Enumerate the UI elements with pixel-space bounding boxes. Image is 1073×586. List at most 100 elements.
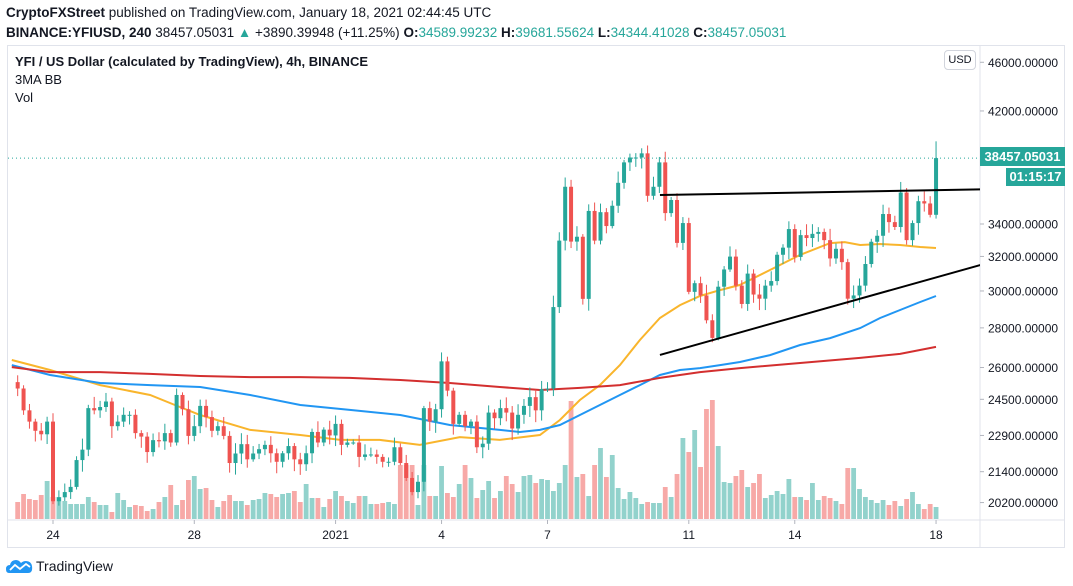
candle-body [710,320,715,338]
volume-bar [662,487,668,519]
volume-bar [698,467,703,519]
volume-bar [539,479,545,519]
volume-bar [898,506,904,519]
volume-bar [80,504,85,519]
volume-bar [480,490,486,519]
candle-body [616,182,621,206]
volume-bar [97,505,103,519]
candle-body [351,442,356,444]
volume-bar [521,476,527,519]
volume-bar [403,465,409,519]
price-axis[interactable]: 46000.00000 42000.00000 34000.00000 32000.0… [980,56,1058,510]
volume-bar [121,500,127,519]
moving-averages [11,241,937,446]
candle-body [698,283,703,296]
candle-body [810,233,815,239]
candle-body [928,203,933,215]
time-tick-label: 2021 [322,528,349,542]
tradingview-cloud-icon [6,560,33,573]
moving-average-line-ma_mid [11,295,937,434]
volume-bar [798,497,804,519]
candle-body [680,223,685,243]
candle-body [663,162,668,214]
legend-indicator-3ma-bb[interactable]: 3MA BB [15,72,62,87]
candle-body [916,201,921,224]
last-price: 38457.05031 [155,25,235,40]
candle-body [186,409,191,436]
candle-body [898,192,903,227]
candle-body [521,405,526,415]
candle-body [498,408,503,419]
volume-bar [309,498,315,519]
legend-title: YFI / US Dollar (calculated by TradingVi… [15,54,368,69]
volume-bar [827,498,833,519]
close-label: C: [693,25,708,40]
chart-frame [7,45,1065,548]
tradingview-logo[interactable]: TradingView [6,558,113,574]
volume-bar [645,502,650,519]
candle-body [156,440,161,442]
volume-bar [209,500,215,519]
volume-bar [639,504,645,519]
volume-bar [85,497,91,519]
volume-bar [238,501,244,519]
candle-body [775,254,780,282]
candle-body [251,453,256,460]
time-axis[interactable]: 24 28 2021 4 7 11 14 18 [46,520,943,542]
candle-body [669,199,674,214]
volume-bar [333,491,338,519]
trendline-ascending-support[interactable] [659,264,980,356]
volume-bar [174,505,180,519]
volume-bar [633,498,639,519]
volume-bar [562,465,568,519]
published-text: published on TradingView.com, January 18… [108,5,492,20]
volume-bar [704,409,709,519]
volume-bar [109,512,115,519]
candle-body [103,401,108,408]
volume-bar [27,499,32,519]
trendlines[interactable] [659,188,980,356]
low-value: 34344.41028 [610,25,690,40]
trendline-resistance[interactable] [659,188,980,197]
candle-body [504,408,509,413]
candle-body [716,286,721,338]
candle-body [315,431,320,443]
volume-bar [392,504,397,519]
volume-bar [162,497,168,519]
volume-bar [291,491,297,519]
candle-body [109,401,114,427]
candle-body [692,283,697,292]
legend-indicator-vol[interactable]: Vol [15,90,34,105]
candle-body [486,412,491,444]
volume-bar [792,497,798,519]
close-value: 38457.05031 [707,25,787,40]
currency-button[interactable]: USD [944,50,976,70]
symbol-info: BINANCE:YFIUSD, 240 38457.05031 ▲ +3890.… [6,25,786,41]
candle-body [204,405,209,418]
candle-body [722,269,727,287]
volume-bar [274,497,280,519]
candle-body [86,408,91,450]
candle-body [280,453,285,462]
volume-bar [38,495,44,519]
candle-body [492,412,497,419]
volume-bar [445,493,450,519]
candle-body [221,426,226,436]
candle-body [45,421,50,435]
volume-bar [904,499,910,519]
candle-body [298,459,303,465]
candle-body [392,447,397,462]
volume-bar [344,501,350,519]
candle-body [363,454,368,457]
volume-bar [91,502,97,519]
candle-body [839,248,844,263]
volume-bar [651,503,656,519]
candle-body [321,429,326,443]
volume-bar [839,504,845,519]
candle-body [686,223,691,292]
volume-bar [21,494,26,519]
volume-bar [233,501,238,519]
candle-body [645,153,650,196]
candle-body [886,214,891,223]
